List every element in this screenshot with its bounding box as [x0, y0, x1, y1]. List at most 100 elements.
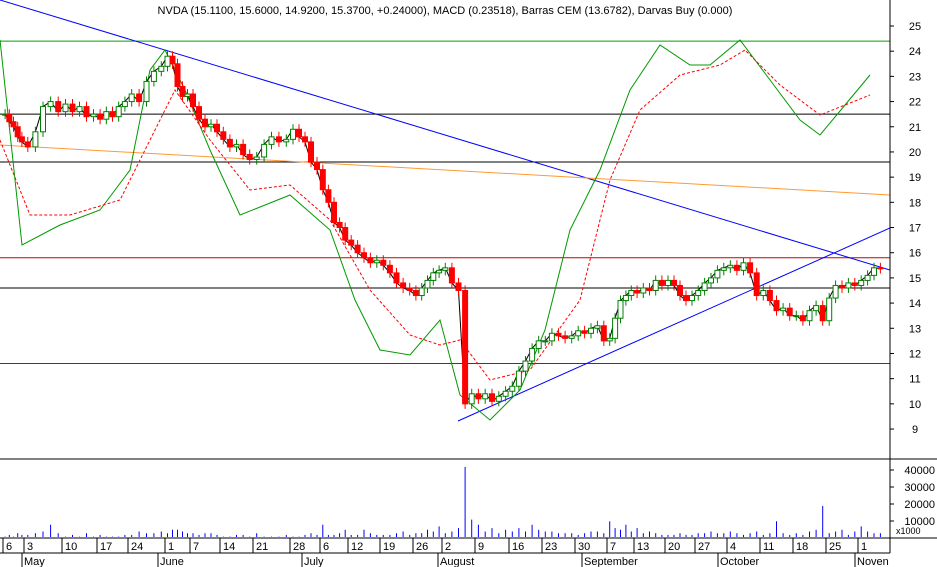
candle-body — [253, 156, 260, 161]
candle-body — [268, 136, 275, 145]
candle-body — [594, 325, 601, 329]
candle-body — [83, 106, 90, 118]
volume-tick-label: 40000 — [904, 465, 935, 477]
chart-title: NVDA (15.1100, 15.6000, 14.9200, 15.3700… — [158, 5, 733, 17]
candle-body — [482, 393, 489, 400]
candle-body — [174, 63, 181, 87]
date-tick-label: 19 — [383, 541, 395, 553]
date-tick-label: 7 — [193, 541, 199, 553]
candle-body — [32, 131, 39, 148]
price-tick-label: 23 — [909, 71, 921, 83]
horizontal-lines — [0, 0, 891, 422]
price-tick-label: 9 — [912, 424, 918, 436]
date-tick-label: 16 — [512, 541, 524, 553]
candle-body — [430, 272, 437, 281]
candle-body — [671, 279, 677, 286]
candle-body — [701, 282, 708, 291]
price-tick-label: 21 — [909, 122, 921, 134]
candle-body — [819, 305, 826, 322]
date-tick-label: 2 — [445, 541, 451, 553]
candle-body — [164, 55, 171, 67]
candle-body — [522, 360, 529, 372]
date-tick-label: 20 — [668, 541, 680, 553]
date-tick-label: 4 — [730, 541, 736, 553]
price-tick-label: 12 — [909, 348, 921, 360]
candle-body — [727, 264, 734, 269]
volume-unit-label: x1000 — [896, 526, 921, 536]
candle-body — [799, 315, 806, 322]
candle-body — [233, 143, 240, 148]
date-tick-label: 6 — [323, 541, 329, 553]
candle-body — [786, 307, 793, 317]
candle-body — [190, 93, 196, 108]
candle-body — [361, 252, 367, 259]
date-tick-label: 13 — [637, 541, 649, 553]
candle-body — [10, 121, 17, 128]
candle-body — [103, 111, 110, 120]
price-tick-label: 13 — [909, 323, 921, 335]
candle-body — [342, 227, 349, 241]
date-tick-label: 11 — [763, 541, 774, 553]
candle-body — [871, 267, 877, 276]
candle-body — [468, 393, 475, 405]
candle-body — [495, 395, 502, 402]
candle-body — [184, 93, 191, 98]
candle-body — [220, 131, 227, 140]
month-label: Noven — [857, 556, 889, 567]
candle-body — [753, 272, 760, 297]
candle-body — [336, 221, 343, 229]
month-label: June — [160, 556, 184, 567]
signal-line — [0, 49, 871, 381]
date-tick-label: 17 — [100, 541, 112, 553]
date-tick-label: 3 — [27, 541, 33, 553]
candle-body — [202, 118, 208, 128]
candle-body — [308, 141, 314, 163]
date-tick-label: 24 — [131, 541, 143, 553]
candle-body — [109, 111, 116, 118]
candle-body — [515, 370, 522, 387]
candle-body — [47, 101, 54, 108]
price-tick-label: 10 — [909, 399, 921, 411]
candle-body — [406, 287, 413, 291]
candle-body — [529, 347, 536, 362]
price-tick-label: 24 — [909, 46, 921, 58]
candle-body — [14, 126, 21, 138]
candle-body — [158, 65, 165, 72]
macd-line — [0, 39, 871, 421]
candle-body — [689, 295, 695, 302]
candle-body — [646, 287, 653, 291]
orange-trend-line — [0, 144, 891, 196]
price-tick-label: 20 — [909, 147, 921, 159]
candle-body — [424, 279, 431, 289]
candle-body — [612, 317, 619, 339]
price-tick-label: 15 — [909, 273, 921, 285]
candle-body — [606, 337, 613, 342]
candle-body — [442, 267, 449, 271]
date-tick-label: 7 — [610, 541, 616, 553]
candle-body — [275, 136, 282, 143]
down-trend-line — [0, 0, 891, 271]
candle-body — [302, 136, 308, 143]
date-tick-label: 26 — [416, 541, 428, 553]
candle-body — [535, 340, 542, 349]
candle-body — [448, 267, 455, 284]
date-tick-label: 27 — [698, 541, 710, 553]
candle-body — [179, 85, 186, 98]
month-label: September — [584, 556, 638, 567]
candle-body — [548, 332, 555, 342]
date-tick-label: 6 — [6, 541, 12, 553]
candle-body — [143, 80, 150, 103]
candle-body — [581, 330, 588, 334]
candle-body — [436, 269, 443, 274]
candle-body — [652, 279, 659, 291]
candle-body — [740, 262, 747, 271]
candle-body — [412, 289, 419, 297]
candle-body — [658, 279, 665, 286]
candle-body — [226, 138, 233, 148]
candle-body — [128, 93, 135, 103]
price-tick-label: 17 — [909, 223, 921, 235]
candle-body — [733, 264, 740, 271]
candle-body — [69, 103, 76, 113]
